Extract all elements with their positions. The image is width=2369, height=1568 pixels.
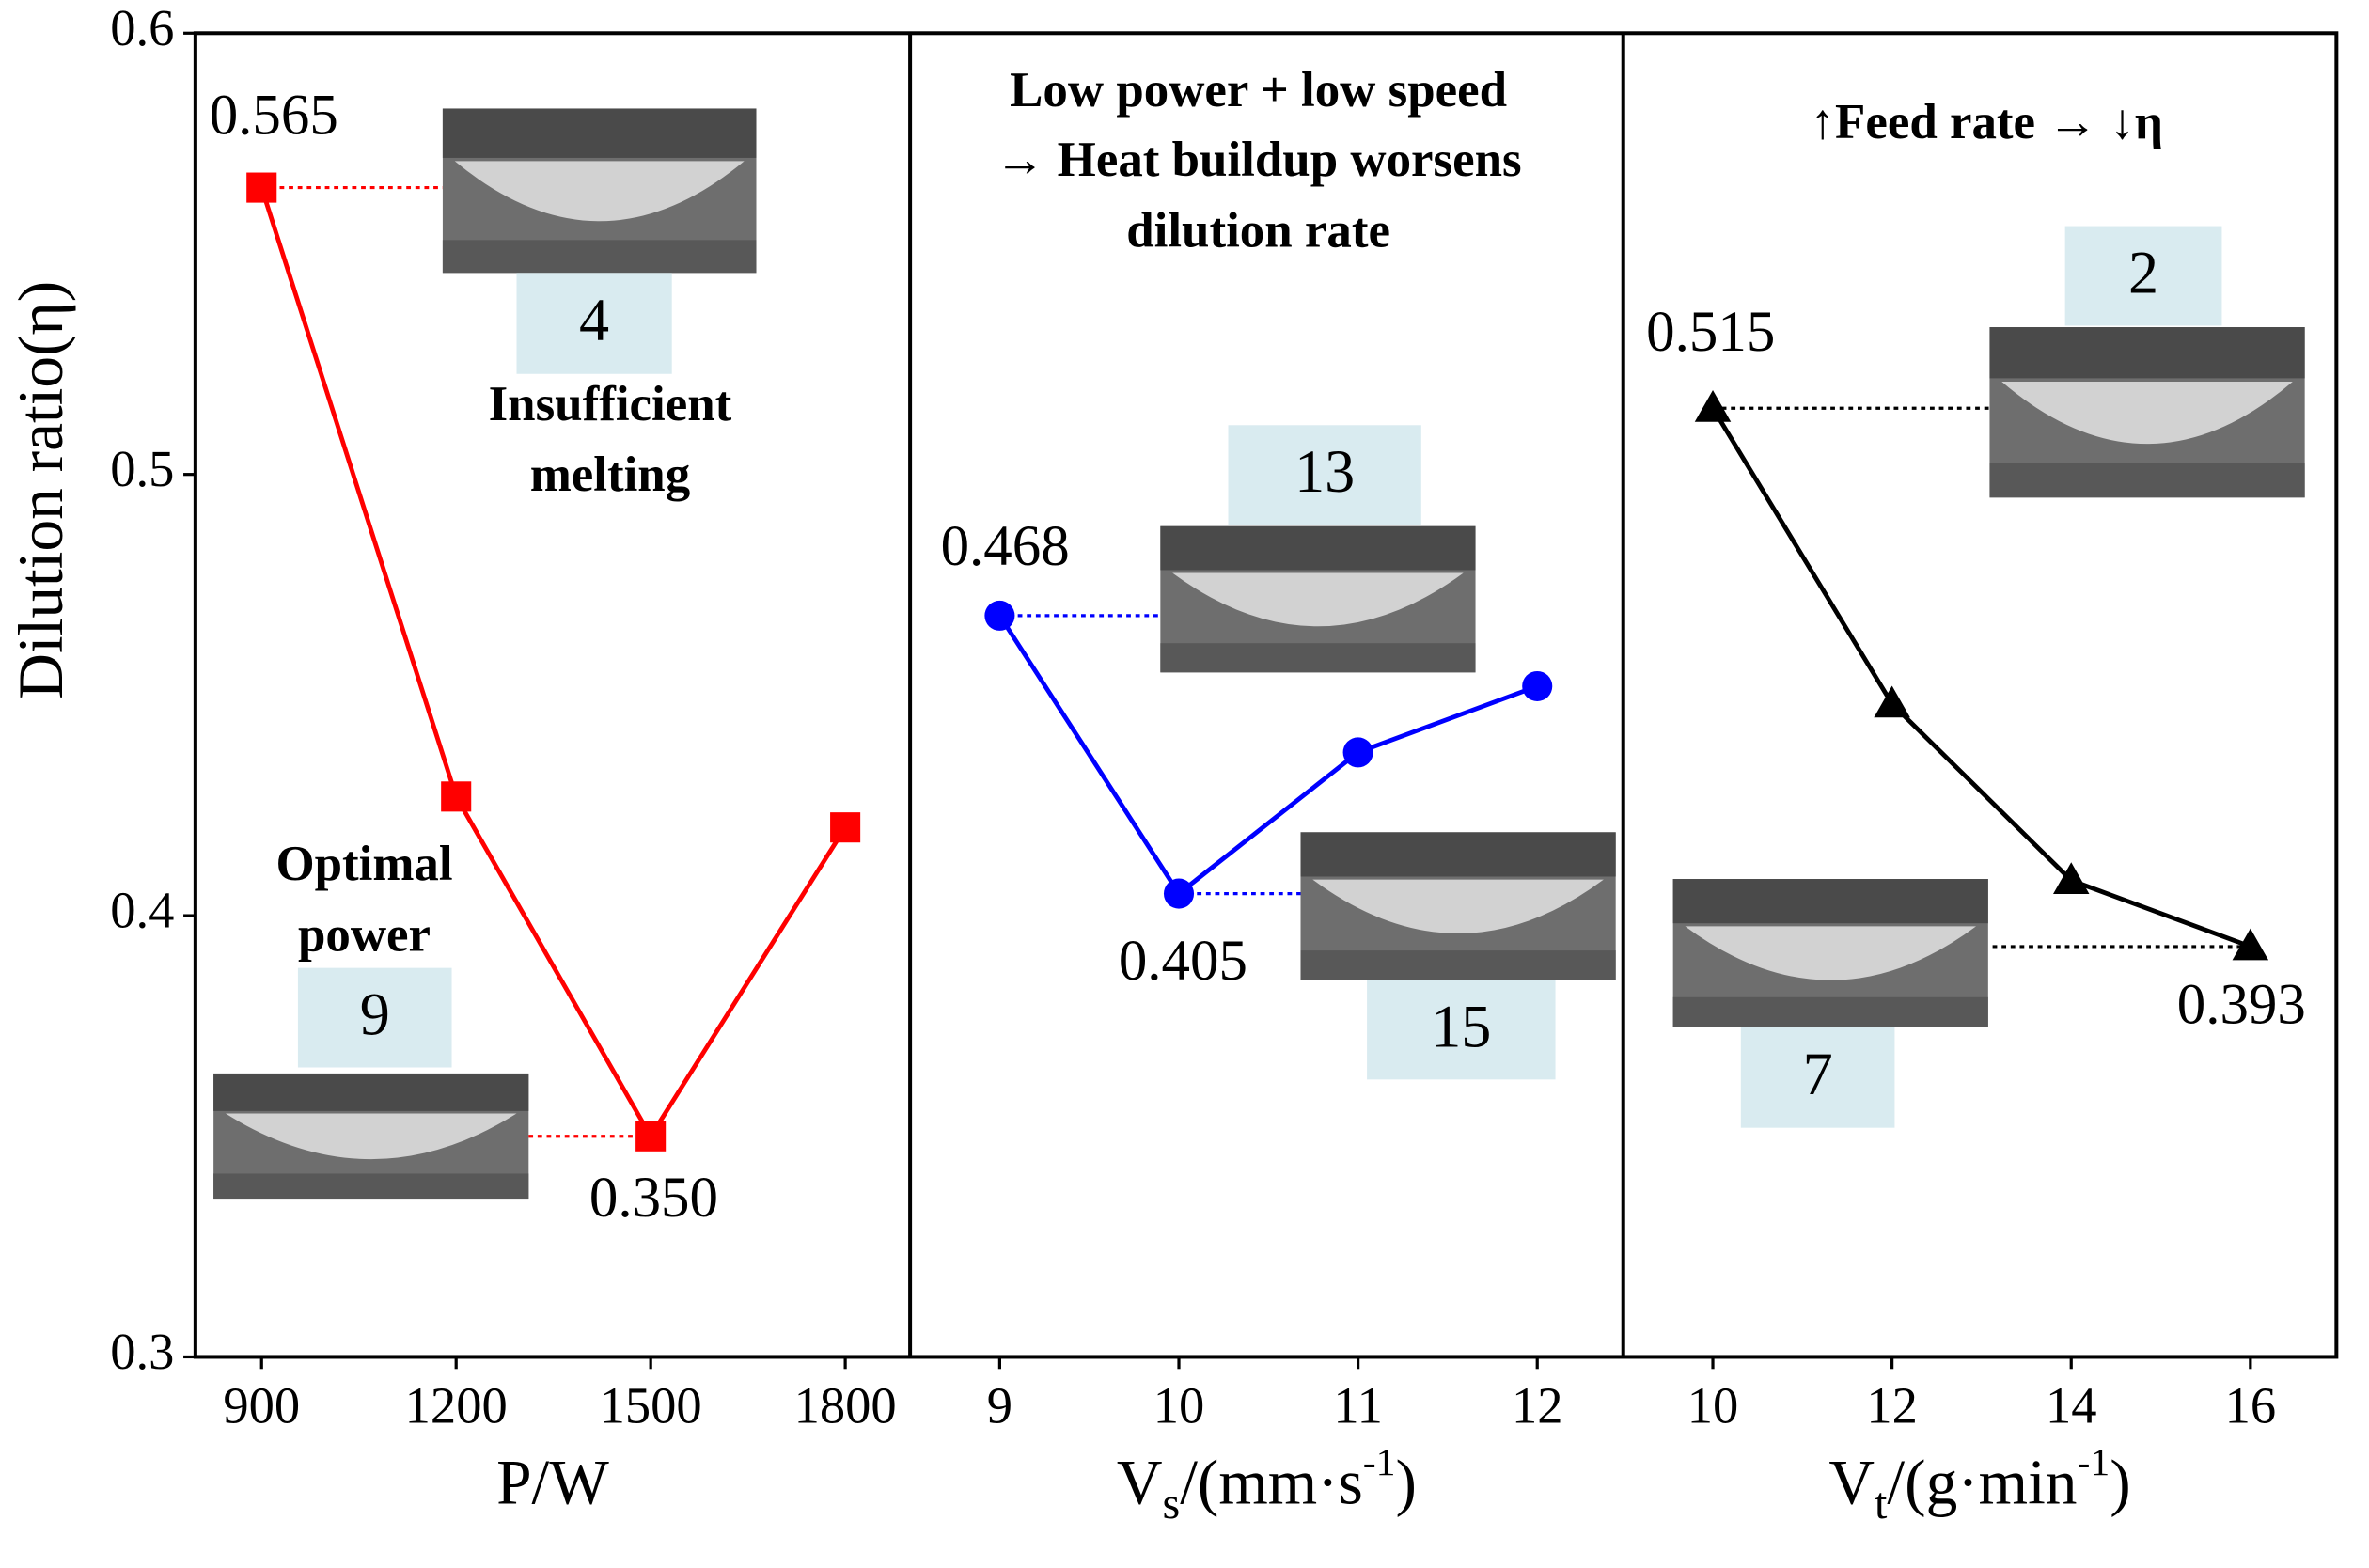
inset-bead <box>2001 382 2293 445</box>
inset-image <box>1989 327 2305 498</box>
inset-image <box>1160 525 1476 673</box>
value-label: 0.515 <box>1646 301 1775 364</box>
plot-frame <box>193 31 2339 1359</box>
x-label-part: ) <box>2110 1448 2130 1518</box>
inset-bead <box>1312 879 1604 933</box>
x-axis-label: Vs/(mm·s-1) <box>1117 1441 1417 1529</box>
x-tick-label: 16 <box>2225 1377 2277 1435</box>
panel-title: ↑Feed rate → ↓η <box>1811 95 2163 149</box>
series-line <box>259 186 848 1141</box>
x-label-part: /(g·min <box>1887 1448 2077 1518</box>
inset-top <box>1300 832 1616 877</box>
annotation-text: Optimal <box>275 837 452 891</box>
panel-title: Low power + low speed <box>1010 63 1507 118</box>
annotation-box <box>1367 980 1556 1080</box>
x-tick-label: 10 <box>1687 1377 1739 1435</box>
marker <box>1342 737 1373 768</box>
marker <box>2052 862 2090 894</box>
annotation-text: melting <box>530 447 690 502</box>
panel-title: → Heat buildup worsens <box>996 133 1522 187</box>
marker <box>1694 390 1732 422</box>
annotation-box <box>1228 425 1421 525</box>
annotation-text: Insufficient <box>489 377 732 431</box>
marker <box>246 172 277 203</box>
inset-top <box>1672 879 1988 924</box>
inset-bottom <box>1300 950 1616 980</box>
inset-bead <box>454 161 745 222</box>
x-tick-label: 9 <box>987 1377 1012 1435</box>
inset-top <box>1989 327 2305 379</box>
x-tick-label: 1800 <box>794 1377 897 1435</box>
x-axis-label: Vt/(g·min-1) <box>1828 1441 2130 1529</box>
x-label-part: /(mm·s <box>1180 1448 1363 1518</box>
marker <box>1163 878 1195 909</box>
x-label-part: P/W <box>496 1448 609 1518</box>
series-line <box>997 614 1539 898</box>
inset-image <box>1672 879 1988 1027</box>
marker <box>2232 928 2269 961</box>
marker <box>441 781 472 812</box>
annotation-box <box>516 273 672 374</box>
inset-bottom <box>1672 996 1988 1027</box>
value-label: 0.405 <box>1119 930 1247 993</box>
marker <box>1522 670 1553 702</box>
annotation-number: 4 <box>579 287 609 353</box>
inset-bead <box>1172 572 1464 627</box>
marker <box>830 812 861 843</box>
value-label: 0.565 <box>210 84 338 147</box>
x-tick-label: 10 <box>1153 1377 1205 1435</box>
inset-image <box>442 108 757 274</box>
x-label-part: -1 <box>2077 1441 2110 1484</box>
y-tick-label: 0.6 <box>110 0 174 56</box>
x-tick-label: 11 <box>1333 1377 1383 1435</box>
inset-bead <box>225 1113 517 1160</box>
x-axis-label: P/W <box>496 1448 609 1518</box>
marker <box>635 1121 667 1152</box>
annotation-box <box>2064 226 2222 326</box>
annotation-box <box>297 967 452 1068</box>
x-tick-label: 12 <box>1512 1377 1563 1435</box>
y-tick-label: 0.5 <box>110 440 174 497</box>
inset-bottom <box>1989 463 2305 498</box>
annotation-number: 13 <box>1294 438 1355 505</box>
inset-image <box>213 1073 529 1200</box>
marker <box>984 600 1015 631</box>
inset-image <box>1300 832 1616 980</box>
value-label: 0.350 <box>589 1167 718 1230</box>
marker <box>1874 685 1910 718</box>
inset-bead <box>1685 926 1977 980</box>
x-tick-label: 1200 <box>405 1377 508 1435</box>
value-label: 0.393 <box>2177 974 2306 1037</box>
inset-top <box>213 1073 529 1111</box>
annotation-text: power <box>298 907 431 962</box>
y-tick-label: 0.4 <box>110 882 174 939</box>
y-axis-label: Dilution ratio(η) <box>6 281 76 699</box>
annotation-number: 7 <box>1803 1041 1833 1107</box>
annotation-box <box>1740 1027 1895 1128</box>
x-tick-label: 1500 <box>600 1377 702 1435</box>
inset-bottom <box>213 1173 529 1200</box>
x-label-part: t <box>1875 1479 1888 1529</box>
x-label-part: V <box>1828 1448 1875 1518</box>
annotation-number: 2 <box>2128 239 2158 306</box>
x-tick-label: 12 <box>1866 1377 1918 1435</box>
annotation-number: 9 <box>360 981 390 1048</box>
x-tick-label: 14 <box>2046 1377 2097 1435</box>
inset-bottom <box>1160 643 1476 673</box>
x-label-part: ) <box>1396 1448 1417 1518</box>
inset-top <box>442 108 757 158</box>
inset-bottom <box>442 240 757 274</box>
series-line <box>1710 407 2251 949</box>
annotation-number: 15 <box>1431 993 1491 1059</box>
x-label-part: s <box>1162 1479 1180 1529</box>
panel-title: dilution rate <box>1126 203 1390 258</box>
x-label-part: -1 <box>1363 1441 1396 1484</box>
value-label: 0.468 <box>941 515 1070 578</box>
x-tick-label: 900 <box>223 1377 300 1435</box>
x-label-part: V <box>1117 1448 1163 1518</box>
inset-top <box>1160 525 1476 571</box>
y-tick-label: 0.3 <box>110 1323 174 1380</box>
